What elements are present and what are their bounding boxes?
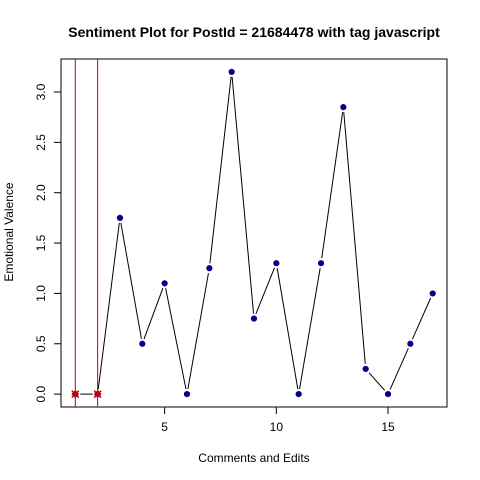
data-point bbox=[340, 104, 347, 111]
series-segment bbox=[321, 112, 344, 259]
y-tick-label: 2.0 bbox=[34, 184, 48, 201]
series-segment bbox=[276, 268, 299, 390]
data-point bbox=[407, 340, 414, 347]
x-tick-label: 10 bbox=[270, 420, 284, 434]
series-segment bbox=[120, 222, 142, 339]
series-segment bbox=[343, 112, 366, 364]
data-point bbox=[206, 265, 213, 272]
highlight-marker bbox=[71, 390, 80, 399]
series-segment bbox=[299, 268, 321, 390]
series-segment bbox=[411, 297, 432, 340]
series-segment bbox=[209, 76, 232, 264]
data-point bbox=[116, 214, 124, 221]
data-point bbox=[183, 391, 191, 398]
series-segment bbox=[187, 273, 209, 390]
y-tick-label: 2.5 bbox=[34, 134, 48, 151]
y-axis-label: Emotional Valence bbox=[2, 182, 16, 281]
y-tick-label: 3.0 bbox=[34, 83, 48, 100]
data-point bbox=[139, 340, 146, 347]
data-point bbox=[250, 315, 258, 322]
series-segment bbox=[165, 288, 187, 390]
y-tick-label: 0.5 bbox=[34, 335, 48, 352]
data-point bbox=[429, 290, 436, 297]
data-point bbox=[317, 260, 325, 267]
data-point bbox=[228, 68, 235, 75]
data-point bbox=[384, 391, 392, 398]
x-tick-label: 15 bbox=[381, 420, 395, 434]
series-segment bbox=[389, 348, 409, 390]
y-tick-label: 1.0 bbox=[34, 285, 48, 302]
highlight-marker-stroke bbox=[71, 390, 80, 399]
series-segment bbox=[97, 222, 120, 390]
x-tick-label: 5 bbox=[161, 420, 168, 434]
series-segment bbox=[368, 372, 386, 391]
y-tick-label: 1.5 bbox=[34, 234, 48, 251]
x-axis-label: Comments and Edits bbox=[198, 451, 309, 465]
y-tick-label: 0.0 bbox=[34, 385, 48, 402]
series-segment bbox=[231, 76, 255, 314]
data-point bbox=[161, 280, 168, 287]
data-point bbox=[295, 391, 302, 398]
series-segment bbox=[255, 267, 275, 315]
plot-frame bbox=[60, 58, 448, 408]
data-point bbox=[362, 365, 369, 373]
highlight-marker-stroke bbox=[93, 390, 102, 399]
chart-title: Sentiment Plot for PostId = 21684478 wit… bbox=[68, 24, 440, 40]
highlight-marker bbox=[93, 390, 102, 399]
series-segment bbox=[143, 287, 164, 340]
data-point bbox=[273, 260, 280, 267]
